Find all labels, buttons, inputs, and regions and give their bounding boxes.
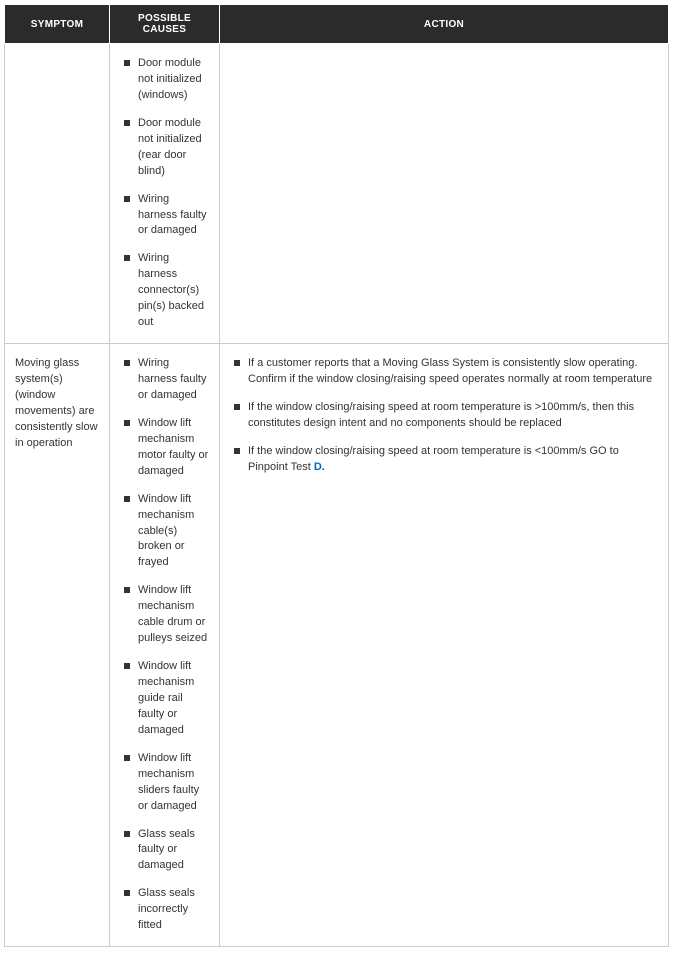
diagnostic-table: SYMPTOM POSSIBLE CAUSES ACTION Door modu…: [4, 4, 669, 947]
list-item: If the window closing/raising speed at r…: [234, 444, 658, 476]
action-cell: If a customer reports that a Moving Glas…: [220, 344, 669, 947]
table-row: Moving glass system(s) (window movements…: [5, 344, 669, 947]
list-item: Wiring harness faulty or damaged: [124, 192, 209, 252]
list-item: Window lift mechanism cable(s) broken or…: [124, 492, 209, 584]
causes-cell: Door module not initialized (windows) Do…: [110, 44, 220, 344]
list-item: Door module not initialized (windows): [124, 56, 209, 116]
list-item: Wiring harness faulty or damaged: [124, 356, 209, 416]
list-item: If a customer reports that a Moving Glas…: [234, 356, 658, 400]
table-header: SYMPTOM POSSIBLE CAUSES ACTION: [5, 5, 669, 44]
action-cell: [220, 44, 669, 344]
causes-list: Wiring harness faulty or damaged Window …: [120, 356, 209, 934]
list-item: Window lift mechanism cable drum or pull…: [124, 583, 209, 659]
causes-cell: Wiring harness faulty or damaged Window …: [110, 344, 220, 947]
symptom-cell: Moving glass system(s) (window movements…: [5, 344, 110, 947]
list-item: Window lift mechanism sliders faulty or …: [124, 751, 209, 827]
table-body: Door module not initialized (windows) Do…: [5, 44, 669, 947]
header-action: ACTION: [220, 5, 669, 44]
causes-list: Door module not initialized (windows) Do…: [120, 56, 209, 331]
list-item: If the window closing/raising speed at r…: [234, 400, 658, 444]
list-item: Window lift mechanism motor faulty or da…: [124, 416, 209, 492]
list-item: Glass seals faulty or damaged: [124, 827, 209, 887]
pinpoint-test-link[interactable]: D.: [314, 461, 325, 473]
header-symptom: SYMPTOM: [5, 5, 110, 44]
list-item: Wiring harness connector(s) pin(s) backe…: [124, 251, 209, 331]
symptom-cell: [5, 44, 110, 344]
header-causes: POSSIBLE CAUSES: [110, 5, 220, 44]
list-item: Window lift mechanism guide rail faulty …: [124, 659, 209, 751]
action-text: If the window closing/raising speed at r…: [248, 445, 619, 473]
action-list: If a customer reports that a Moving Glas…: [230, 356, 658, 476]
list-item: Glass seals incorrectly fitted: [124, 886, 209, 934]
table-row: Door module not initialized (windows) Do…: [5, 44, 669, 344]
list-item: Door module not initialized (rear door b…: [124, 116, 209, 192]
